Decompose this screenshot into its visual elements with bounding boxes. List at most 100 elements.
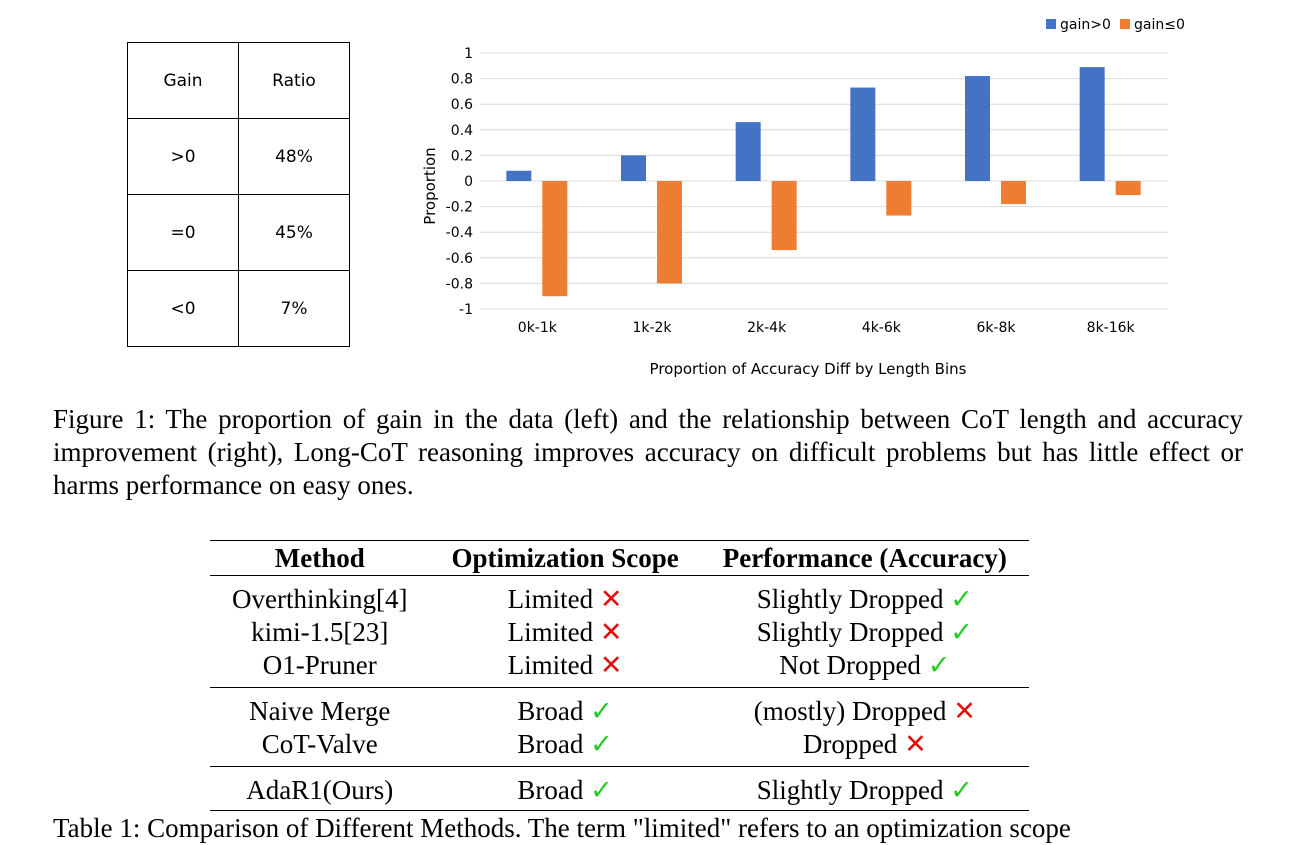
scope-text: Limited [507,583,594,614]
table-row: AdaR1(Ours) Broad ✓ Slightly Dropped ✓ [210,766,1029,811]
ratio-cell: 48% [238,118,350,195]
methods-header-row: Method Optimization Scope Performance (A… [210,540,1029,576]
x-axis-label: Proportion of Accuracy Diff by Length Bi… [650,360,967,378]
performance-text: (mostly) Dropped [753,695,947,726]
scope-text: Limited [507,616,594,647]
method-cell: AdaR1(Ours) [210,766,430,811]
method-cell: Overthinking[4] [232,583,408,614]
y-tick-label: -1 [459,302,473,318]
performance-cell: Slightly Dropped ✓ [701,576,1029,616]
gain-ratio-table: Gain Ratio >0 48% =0 45% <0 7% [127,42,350,347]
check-icon: ✓ [590,774,613,805]
check-icon: ✓ [590,695,613,726]
cross-icon: ✕ [904,728,927,759]
x-tick-label: 8k-16k [1087,320,1136,336]
method-cell: Naive Merge [249,695,391,726]
bar-gain-positive [735,122,761,181]
ratio-cell: 7% [238,270,350,347]
table-row: kimi-1.5[23] Limited ✕ Slightly Dropped … [210,615,1029,648]
y-tick-label: -0.8 [446,276,473,292]
check-icon: ✓ [950,583,973,614]
performance-cell: Slightly Dropped ✓ [700,766,1029,811]
legend-swatch [1046,19,1056,29]
scope-cell: Broad ✓ [429,727,701,767]
methods-comparison-table: Method Optimization Scope Performance (A… [210,540,1029,811]
bar-gain-nonpositive [771,181,797,251]
scope-text: Broad [517,728,584,759]
check-icon: ✓ [950,774,973,805]
y-tick-label: -0.4 [446,225,473,241]
bar-gain-positive [850,87,876,181]
x-tick-label: 2k-4k [747,320,787,336]
method-cell: O1-Pruner [210,648,430,688]
y-tick-label: 0.4 [451,123,473,139]
method-header: Method [210,540,430,576]
ratio-header: Ratio [238,42,350,119]
performance-cell: Dropped ✕ [700,727,1029,767]
y-tick-label: 0.2 [451,148,473,164]
gain-table-row: =0 45% [127,194,350,271]
y-tick-label: 1 [464,46,473,62]
scope-text: Broad [517,774,584,805]
bar-gain-positive [965,76,990,181]
scope-text: Limited [507,649,594,680]
performance-header: Performance (Accuracy) [700,540,1029,576]
table-row: O1-Pruner Limited ✕ Not Dropped ✓ [210,648,1029,688]
bar-gain-nonpositive [657,181,682,284]
scope-text: Broad [517,695,584,726]
performance-text: Slightly Dropped [756,774,944,805]
scope-cell: Limited ✕ [429,615,700,648]
legend-swatch [1120,19,1130,29]
ratio-cell: 45% [238,194,350,271]
legend-label: gain>0 [1060,17,1111,33]
performance-text: Slightly Dropped [756,616,944,647]
table-caption: Table 1: Comparison of Different Methods… [53,813,1071,843]
scope-cell: Limited ✕ [429,576,700,616]
y-tick-label: -0.6 [446,251,473,267]
performance-cell: (mostly) Dropped ✕ [701,688,1029,728]
cross-icon: ✕ [599,616,623,647]
y-tick-label: -0.2 [446,200,473,216]
table-row: CoT-Valve Broad ✓ Dropped ✕ [210,727,1029,767]
cross-icon: ✕ [599,649,623,680]
scope-cell: Limited ✕ [429,648,701,688]
performance-cell: Not Dropped ✓ [700,648,1029,688]
accuracy-diff-bar-chart: 1 0.8 0.6 0.4 0.2 0 -0.2 -0.4 -0.6 -0.8 -1 0k-1k 1k-… [421,17,1185,378]
scope-cell: Broad ✓ [429,766,701,811]
check-icon: ✓ [927,649,951,680]
bar-gain-nonpositive [886,181,912,216]
table-row: Overthinking[4] Limited ✕ Slightly Dropp… [210,576,1029,616]
y-tick-label: 0.8 [451,72,473,88]
y-tick-label: 0 [464,174,473,190]
y-axis-label: Proportion [421,147,439,224]
table-row: Naive Merge Broad ✓ (mostly) Dropped ✕ [210,688,1029,728]
scope-cell: Broad ✓ [429,688,700,728]
bar-gain-nonpositive [1115,181,1141,196]
performance-text: Not Dropped [779,649,921,680]
gain-table-row: >0 48% [127,118,350,195]
x-tick-label: 0k-1k [518,320,558,336]
performance-text: Slightly Dropped [756,583,944,614]
scope-header: Optimization Scope [429,540,701,576]
check-icon: ✓ [950,616,973,647]
bar-gain-positive [506,170,532,181]
gain-cell: >0 [127,118,239,195]
x-tick-label: 4k-6k [862,320,902,336]
bar-gain-nonpositive [542,181,568,297]
gain-table-row: <0 7% [127,270,350,347]
x-tick-label: 1k-2k [632,320,672,336]
y-tick-label: 0.6 [451,97,473,113]
bar-gain-positive [621,155,646,181]
method-cell: kimi-1.5[23] [251,616,389,647]
gain-table-header-row: Gain Ratio [127,42,350,119]
bar-gain-nonpositive [1001,181,1026,205]
gain-cell: =0 [127,194,239,271]
gain-cell: <0 [127,270,239,347]
bar-gain-positive [1079,67,1105,181]
performance-cell: Slightly Dropped ✓ [701,615,1029,648]
cross-icon: ✕ [599,583,623,614]
x-tick-label: 6k-8k [976,320,1016,336]
performance-text: Dropped [802,728,898,759]
figure-caption: Figure 1: The proportion of gain in the … [53,404,1243,500]
method-cell: CoT-Valve [210,727,430,767]
